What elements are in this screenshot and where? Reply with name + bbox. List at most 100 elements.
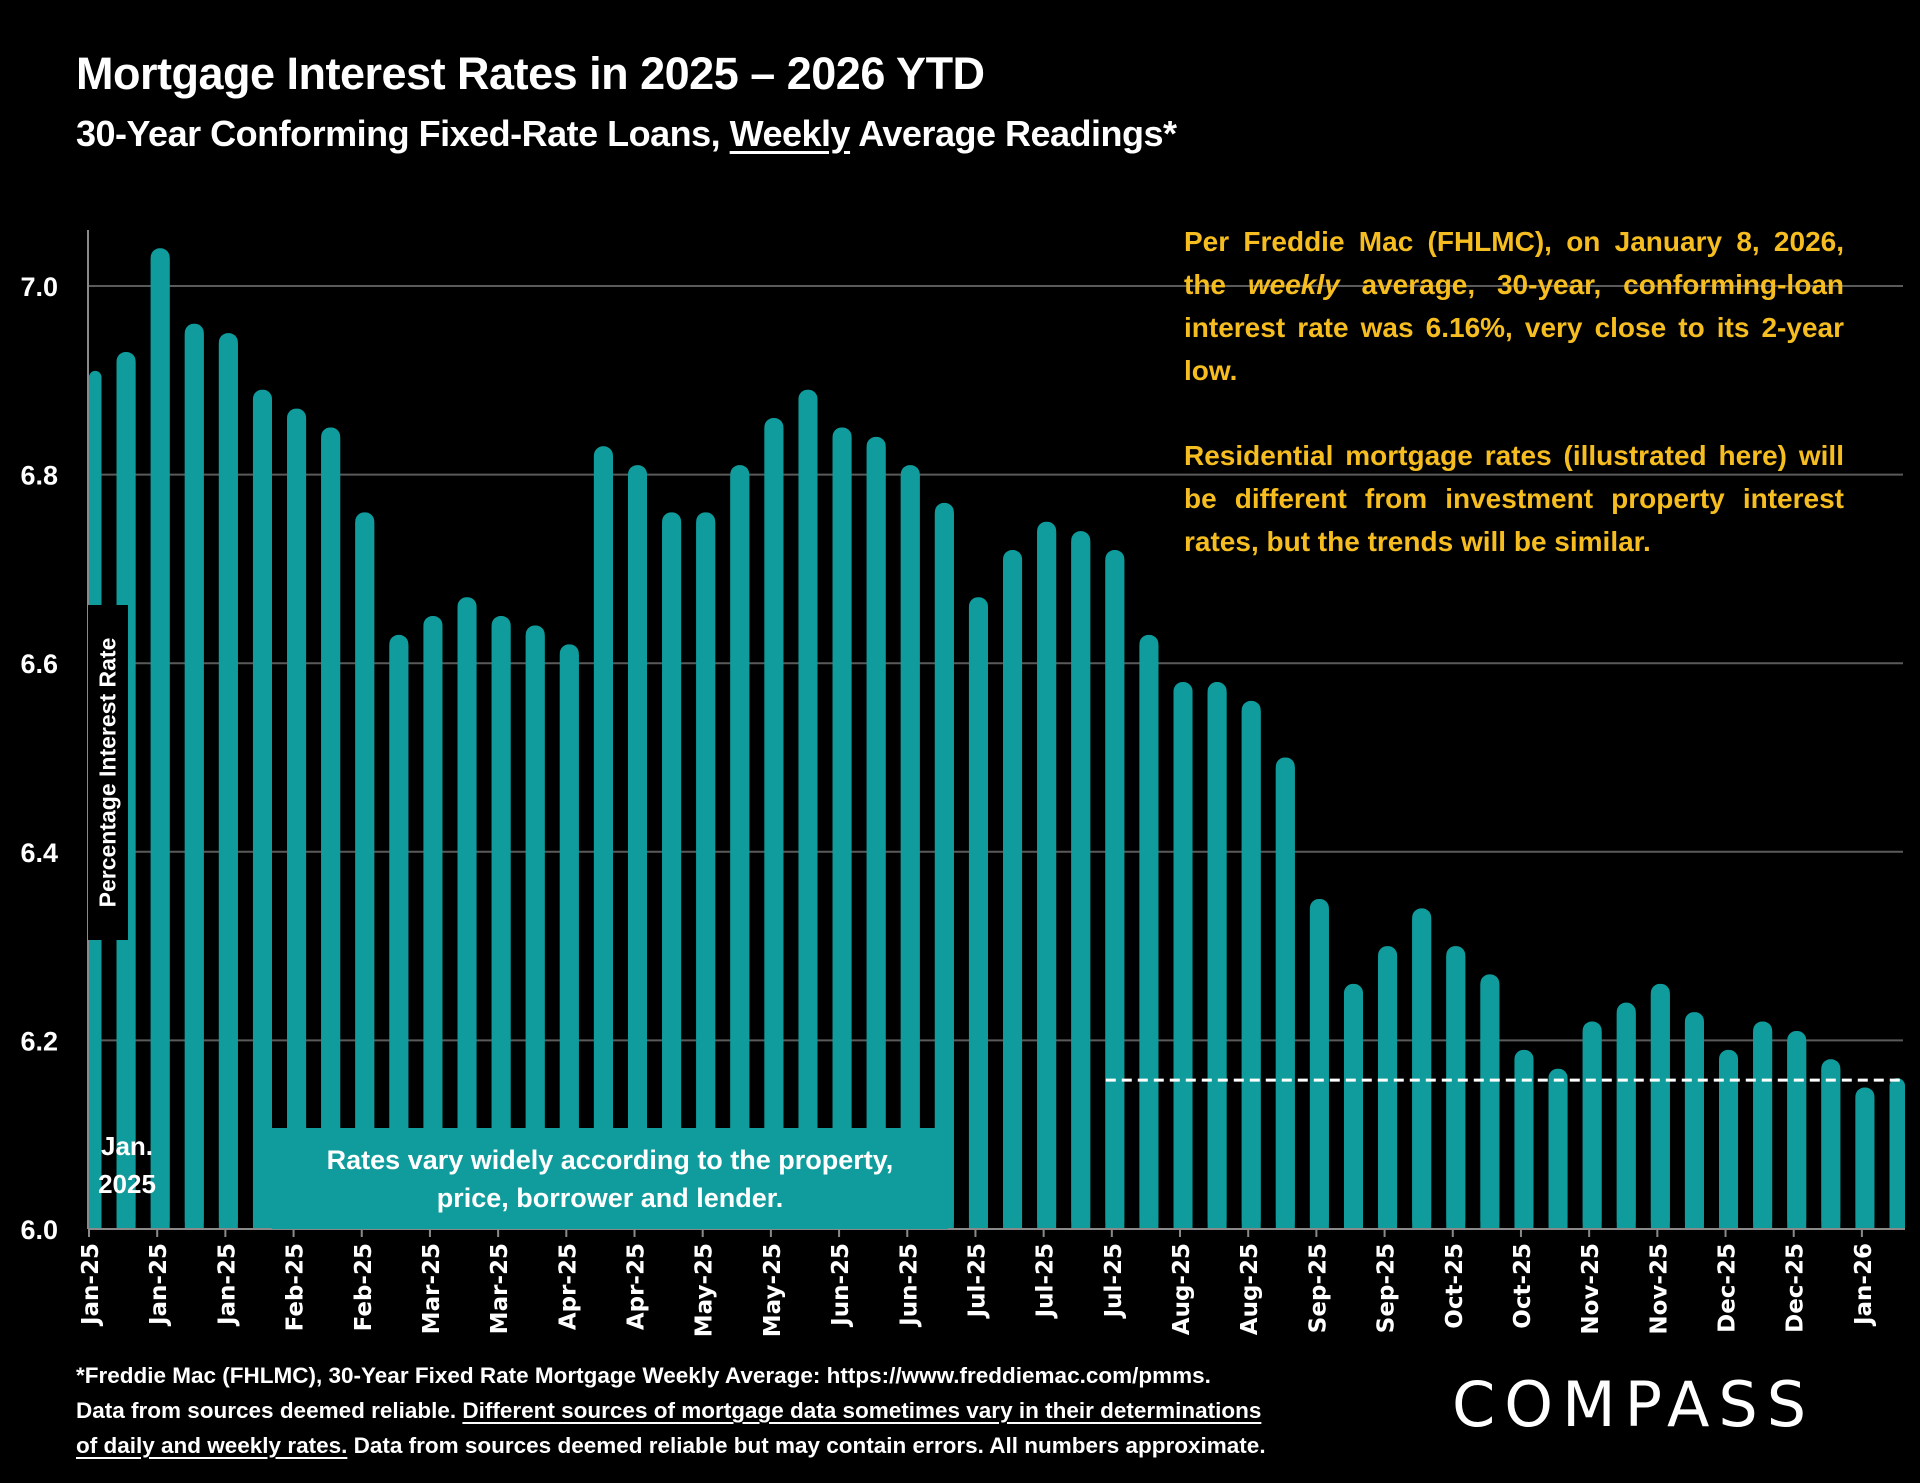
bar-body bbox=[1548, 1078, 1568, 1230]
bar-body bbox=[423, 626, 443, 1230]
callout-text-end: average, 30-year, conforming-loan intere… bbox=[1184, 269, 1844, 386]
start-date-line2: 2025 bbox=[98, 1169, 156, 1199]
bar-body bbox=[832, 437, 852, 1230]
chart-subtitle: 30-Year Conforming Fixed-Rate Loans, Wee… bbox=[76, 113, 1177, 155]
bar-body bbox=[1719, 1059, 1739, 1230]
bar-body bbox=[730, 475, 750, 1230]
chart-title: Mortgage Interest Rates in 2025 – 2026 Y… bbox=[76, 48, 985, 99]
start-date-line1: Jan. bbox=[100, 1131, 154, 1161]
bar-body bbox=[184, 333, 204, 1231]
y-tick-label: 7.0 bbox=[20, 272, 58, 302]
bar-body bbox=[900, 475, 920, 1230]
bar-body bbox=[1309, 908, 1329, 1230]
x-tick-label: Aug-25 bbox=[1237, 1243, 1263, 1335]
y-axis-label: Percentage Interest Rate bbox=[88, 605, 128, 940]
x-tick-label: Apr-25 bbox=[555, 1243, 581, 1330]
bar-body bbox=[457, 607, 477, 1230]
rates-vary-line2: price, borrower and lender. bbox=[436, 1182, 784, 1213]
bar-body bbox=[525, 635, 545, 1230]
x-tick-labels: Jan-25 Jan-25 Jan-25 Feb-25 Feb-25 Mar-25 Mar-… bbox=[78, 1243, 1877, 1337]
x-tick-label: Jul-25 bbox=[964, 1243, 990, 1319]
x-tick-label: Jan-25 bbox=[78, 1243, 104, 1327]
footnote-line3: of daily and weekly rates. Data from sou… bbox=[76, 1428, 1426, 1463]
x-tick-label: Feb-25 bbox=[351, 1243, 377, 1331]
y-tick-label: 6.4 bbox=[20, 838, 58, 868]
y-axis-label-background bbox=[88, 605, 128, 940]
bar-body bbox=[934, 512, 954, 1230]
subtitle-underlined: Weekly bbox=[729, 113, 851, 154]
footnote-text: Data from sources deemed reliable. bbox=[76, 1398, 463, 1423]
bar-body bbox=[1480, 984, 1500, 1230]
bar-body bbox=[1275, 767, 1295, 1230]
x-tick-label: Dec-25 bbox=[1715, 1243, 1741, 1333]
bar-body bbox=[1105, 560, 1125, 1230]
x-tick-label: Jan-25 bbox=[146, 1243, 172, 1327]
y-tick-label: 6.6 bbox=[20, 649, 58, 679]
bar-body bbox=[321, 437, 341, 1230]
bar-body bbox=[287, 418, 307, 1231]
x-tick-label: Jun-25 bbox=[896, 1243, 922, 1328]
x-tick-label: Apr-25 bbox=[624, 1243, 650, 1330]
bar-body bbox=[1037, 531, 1057, 1230]
bar-body bbox=[559, 654, 579, 1230]
bar-body bbox=[1071, 541, 1091, 1230]
bar-body bbox=[1412, 918, 1432, 1230]
bar-body bbox=[1173, 692, 1193, 1230]
bar-body bbox=[1582, 1031, 1602, 1230]
bar-body bbox=[1378, 956, 1398, 1230]
bar-body bbox=[1003, 560, 1023, 1230]
bar-body bbox=[252, 399, 272, 1231]
bar-body bbox=[1343, 993, 1363, 1230]
bar-body bbox=[1889, 1088, 1905, 1230]
x-tick-label: Feb-25 bbox=[283, 1243, 309, 1331]
subtitle-text-end: Average Readings* bbox=[850, 113, 1177, 154]
footnote-line2: Data from sources deemed reliable. Diffe… bbox=[76, 1393, 1426, 1428]
x-tick-label: Sep-25 bbox=[1374, 1243, 1400, 1333]
bar-body bbox=[218, 343, 238, 1230]
compass-logo: COMPASS bbox=[1452, 1368, 1816, 1441]
bar-body bbox=[1787, 1040, 1807, 1230]
y-tick-label: 6.2 bbox=[20, 1026, 58, 1056]
x-tick-label: Nov-25 bbox=[1646, 1243, 1672, 1335]
x-tick-label: Mar-25 bbox=[419, 1243, 445, 1334]
footnote: *Freddie Mac (FHLMC), 30-Year Fixed Rate… bbox=[76, 1358, 1426, 1463]
rates-vary-line1: Rates vary widely according to the prope… bbox=[326, 1144, 894, 1175]
x-tick-label: Oct-25 bbox=[1510, 1243, 1536, 1329]
start-date-annotation: Jan. 2025 bbox=[92, 1127, 162, 1203]
rates-vary-note: Rates vary widely according to the prope… bbox=[272, 1128, 948, 1229]
x-tick-label: Jan-25 bbox=[214, 1243, 240, 1327]
bar-body bbox=[798, 399, 818, 1231]
y-tick-labels: 6.0 6.2 6.4 6.6 6.8 7.0 bbox=[20, 272, 58, 1245]
bar-body bbox=[1821, 1069, 1841, 1230]
freddie-mac-callout: Per Freddie Mac (FHLMC), on January 8, 2… bbox=[1184, 220, 1844, 605]
bar-body bbox=[1207, 692, 1227, 1230]
x-tick-label: Jan-26 bbox=[1851, 1243, 1877, 1327]
bar-body bbox=[866, 446, 886, 1230]
footnote-text-end: Data from sources deemed reliable but ma… bbox=[347, 1433, 1266, 1458]
bar-body bbox=[1753, 1031, 1773, 1230]
bar-body bbox=[628, 475, 648, 1230]
x-tick-label: May-25 bbox=[692, 1243, 718, 1337]
x-tick-label: Nov-25 bbox=[1578, 1243, 1604, 1335]
x-tick-label: Jul-25 bbox=[1101, 1243, 1127, 1319]
bar-body bbox=[491, 626, 511, 1230]
bar-body bbox=[1855, 1097, 1875, 1230]
bar-body bbox=[150, 258, 170, 1230]
callout-paragraph-2: Residential mortgage rates (illustrated … bbox=[1184, 440, 1844, 557]
bar-body bbox=[1684, 1022, 1704, 1230]
y-axis-label-text: Percentage Interest Rate bbox=[94, 637, 121, 908]
x-tick-label: Sep-25 bbox=[1305, 1243, 1331, 1333]
bar-body bbox=[764, 428, 784, 1230]
x-tick-label: Aug-25 bbox=[1169, 1243, 1195, 1335]
bar-body bbox=[389, 644, 409, 1230]
bar-body bbox=[1139, 644, 1159, 1230]
bar-body bbox=[968, 607, 988, 1230]
bar-body bbox=[1616, 1012, 1636, 1230]
bar-body bbox=[696, 522, 716, 1230]
y-tick-label: 6.0 bbox=[20, 1215, 58, 1245]
bar-body bbox=[593, 456, 613, 1230]
y-tick-label: 6.8 bbox=[20, 461, 58, 491]
x-tick-label: Jul-25 bbox=[1033, 1243, 1059, 1319]
bar-body bbox=[662, 522, 682, 1230]
bar-body bbox=[1514, 1059, 1534, 1230]
